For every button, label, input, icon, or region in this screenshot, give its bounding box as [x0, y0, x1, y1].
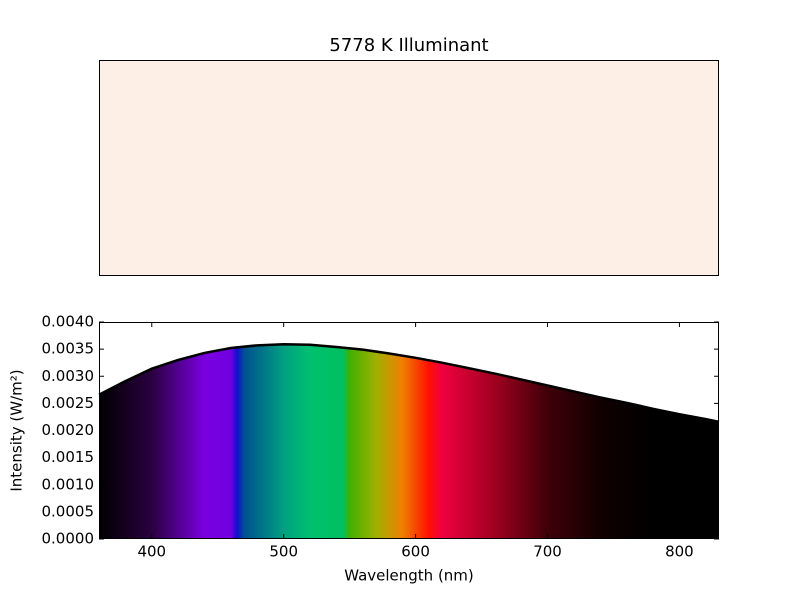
- x-tick-label: 800: [665, 543, 694, 561]
- y-tick-label: 0.0040: [42, 313, 95, 331]
- y-tick-label: 0.0035: [42, 340, 95, 358]
- color-swatch: [99, 60, 719, 276]
- x-tick-label: 500: [269, 543, 298, 561]
- y-tick-label: 0.0030: [42, 367, 95, 385]
- spectrum-area: [99, 344, 719, 539]
- y-tick-label: 0.0015: [42, 448, 95, 466]
- x-tick-label: 600: [401, 543, 430, 561]
- x-tick-label: 400: [137, 543, 166, 561]
- chart-title: 5778 K Illuminant: [329, 35, 488, 56]
- y-tick-label: 0.0000: [42, 530, 95, 548]
- y-axis-label: Intensity (W/m²): [8, 369, 26, 491]
- intensity-line: [98, 342, 720, 424]
- y-tick-label: 0.0005: [42, 502, 95, 520]
- x-axis-label: Wavelength (nm): [344, 567, 474, 585]
- y-tick-label: 0.0025: [42, 394, 95, 412]
- y-tick-label: 0.0010: [42, 475, 95, 493]
- x-tick-label: 700: [533, 543, 562, 561]
- y-tick-label: 0.0020: [42, 421, 95, 439]
